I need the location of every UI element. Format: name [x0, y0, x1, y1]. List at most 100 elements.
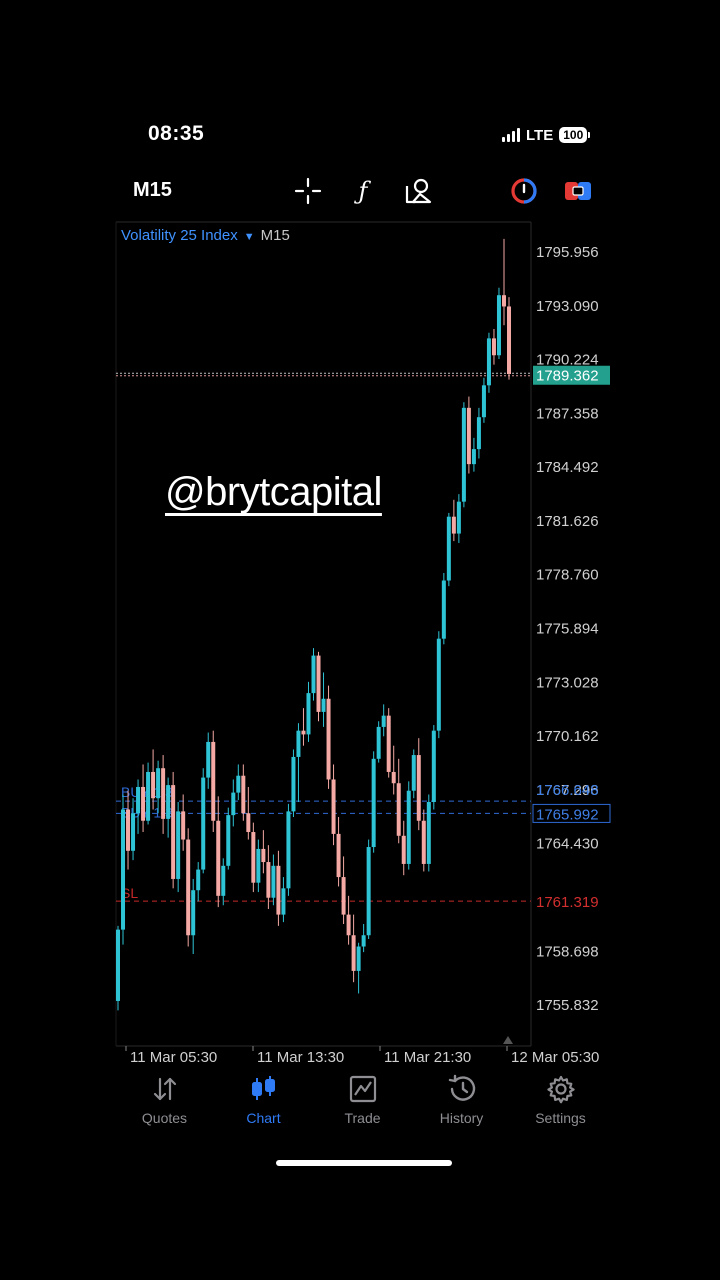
candle-body	[461, 407, 466, 502]
candle-body	[356, 946, 361, 971]
symbol-dropdown-icon[interactable]: ▼	[243, 231, 255, 243]
battery-icon: 100	[559, 127, 591, 143]
objects-icon[interactable]	[401, 174, 435, 208]
candle-body	[441, 580, 446, 639]
candle-body	[481, 385, 486, 418]
candle-body	[466, 407, 471, 465]
candle-body	[396, 783, 401, 836]
candle-body	[486, 338, 491, 386]
price-label: 1758.698	[536, 943, 599, 960]
trade-icon	[348, 1074, 378, 1104]
crosshair-icon[interactable]	[291, 174, 325, 208]
candle-body	[391, 771, 396, 784]
candle-body	[191, 890, 196, 936]
status-indicators: LTE 100	[502, 126, 591, 144]
chart-shift-marker-icon	[503, 1036, 513, 1044]
candle-body	[266, 862, 271, 898]
watermark-text: @brytcapital	[165, 470, 382, 514]
signal-icon	[502, 128, 520, 142]
candle-body	[216, 820, 221, 896]
candle-body	[321, 698, 326, 712]
candle-body	[376, 726, 381, 759]
candle-body	[436, 638, 441, 731]
network-label: LTE	[526, 126, 554, 144]
candle-body	[296, 730, 301, 757]
candle-body	[141, 786, 146, 821]
symbol-header[interactable]: Volatility 25 Index ▼ M15	[121, 227, 290, 244]
order-price-tag	[532, 803, 611, 823]
nav-quotes[interactable]: Quotes	[115, 1074, 214, 1144]
candle-body	[221, 865, 226, 896]
price-label: 1767.296	[536, 782, 599, 799]
candle-body	[201, 777, 206, 870]
price-label: 1795.956	[536, 244, 599, 261]
nav-label: Chart	[246, 1110, 281, 1126]
nav-trade[interactable]: Trade	[313, 1074, 412, 1144]
candle-body	[406, 790, 411, 864]
time-label: 11 Mar 05:30	[130, 1049, 217, 1066]
candle-body	[251, 832, 256, 883]
candle-body	[146, 771, 151, 821]
candle-body	[166, 785, 171, 819]
nav-settings[interactable]: Settings	[511, 1074, 610, 1144]
candle-body	[206, 741, 211, 778]
candle-body	[256, 848, 261, 883]
stop-loss-price-label: 1761.319	[536, 894, 599, 911]
timeframe-button[interactable]: M15	[133, 179, 172, 201]
nav-label: Settings	[535, 1110, 586, 1126]
order-price-label: 1766.648	[536, 782, 599, 799]
candle-body	[306, 693, 311, 735]
candle-body	[116, 929, 120, 1001]
price-label: 1781.626	[536, 513, 599, 530]
candle-body	[351, 935, 356, 971]
candle-body	[301, 730, 306, 735]
candle-body	[341, 877, 346, 915]
candle-body	[156, 768, 161, 799]
price-label: 1755.832	[536, 997, 599, 1014]
price-label: 1790.224	[536, 352, 599, 369]
candle-body	[331, 779, 336, 834]
time-label: 11 Mar 13:30	[257, 1049, 344, 1066]
candle-body	[421, 820, 426, 864]
candle-body	[371, 758, 376, 848]
candle-body	[346, 914, 351, 936]
indicators-icon[interactable]: ƒ	[358, 177, 368, 205]
price-label: 1784.492	[536, 459, 599, 476]
nav-history[interactable]: History	[412, 1074, 511, 1144]
candle-body	[476, 417, 481, 450]
candle-body	[176, 811, 181, 879]
current-price-label: 1789.362	[536, 368, 599, 385]
price-label: 1793.090	[536, 298, 599, 315]
candle-body	[236, 775, 241, 793]
price-label: 1773.028	[536, 674, 599, 691]
candle-body	[171, 785, 176, 879]
candle-body	[276, 865, 281, 915]
symbol-name[interactable]: Volatility 25 Index	[121, 227, 238, 244]
time-label: 12 Mar 05:30	[511, 1049, 599, 1066]
status-time: 08:35	[148, 122, 205, 145]
settings-icon	[546, 1074, 576, 1104]
candle-body	[136, 786, 141, 814]
history-icon	[446, 1074, 478, 1104]
current-price-tag	[533, 365, 610, 385]
trade-panel-icon[interactable]	[561, 174, 595, 208]
one-click-trading-icon[interactable]	[507, 174, 541, 208]
candle-body	[451, 516, 456, 534]
candle-body	[411, 755, 416, 791]
nav-chart[interactable]: Chart	[214, 1074, 313, 1144]
price-label: 1775.894	[536, 621, 599, 638]
price-label: 1787.358	[536, 405, 599, 422]
price-label: 1778.760	[536, 567, 599, 584]
time-label: 11 Mar 21:30	[384, 1049, 471, 1066]
candle-body	[181, 811, 186, 840]
candle-body	[446, 516, 451, 581]
bottom-navigation: Quotes Chart Trade History Settings	[115, 1074, 610, 1144]
candle-body	[456, 501, 461, 534]
candle-body	[261, 848, 266, 863]
candle-body	[161, 768, 166, 819]
candle-body	[471, 449, 476, 465]
candle-body	[211, 741, 216, 821]
candle-body	[361, 935, 366, 947]
candle-body	[491, 338, 496, 356]
